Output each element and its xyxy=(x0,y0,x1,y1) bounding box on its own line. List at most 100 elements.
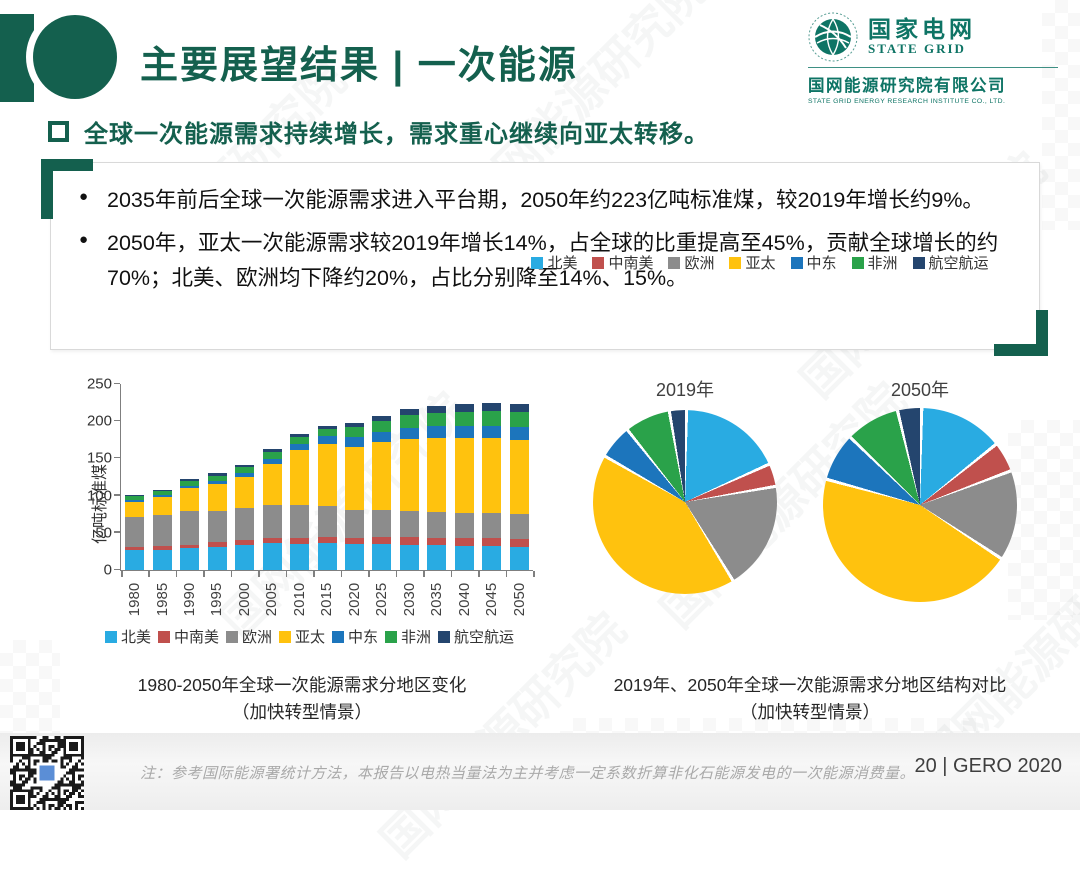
bar-segment xyxy=(207,511,227,543)
bar-segment xyxy=(262,463,282,506)
y-tick-mark xyxy=(114,494,120,496)
x-tick-mark xyxy=(313,571,315,577)
bar-segment xyxy=(344,427,364,437)
bar-segment xyxy=(482,538,502,547)
legend-item: 中南美 xyxy=(592,252,653,273)
bar-segment xyxy=(482,546,502,570)
bar-segment xyxy=(509,546,529,570)
bar-segment xyxy=(235,508,255,540)
pie-2019-title: 2019年 xyxy=(655,380,715,400)
legend-label: 中东 xyxy=(806,255,837,272)
x-tick-label: 2015 xyxy=(318,582,336,617)
pie-caption-line2: （加快转型情景） xyxy=(740,702,880,723)
x-tick-mark xyxy=(230,571,233,577)
bar-segment xyxy=(152,494,172,498)
bar-segment xyxy=(317,543,337,570)
bar-segment xyxy=(180,478,200,481)
bar-segment xyxy=(454,425,474,439)
bar-segment xyxy=(317,425,337,429)
bar-segment xyxy=(509,538,529,547)
bar-segment xyxy=(152,546,172,550)
bar-2000 xyxy=(235,465,255,570)
bar-segment xyxy=(399,544,419,570)
bar-chart-caption: 1980-2050年全球一次能源需求分地区变化 （加快转型情景） xyxy=(62,672,542,726)
bar-segment xyxy=(372,431,392,443)
bar-segment xyxy=(235,544,255,570)
y-tick-mark xyxy=(114,568,120,570)
legend-label: 中南美 xyxy=(608,255,654,272)
bar-segment xyxy=(372,442,392,510)
bar-segment xyxy=(235,539,255,545)
headline-text: 全球一次能源需求持续增长，需求重心继续向亚太转移。 xyxy=(84,121,709,148)
legend-label: 航空航运 xyxy=(928,255,989,272)
bar-segment xyxy=(427,511,447,539)
pie-2050-title: 2050年 xyxy=(890,380,950,400)
x-tick-label: 2005 xyxy=(263,582,281,617)
bar-segment xyxy=(427,545,447,570)
bar-segment xyxy=(427,438,447,512)
legend-label: 中南美 xyxy=(173,629,219,646)
legend-item: 非洲 xyxy=(851,252,898,273)
bar-2030 xyxy=(399,409,419,570)
bullet-item: 2035年前后全球一次能源需求进入平台期，2050年约223亿吨标准煤，较201… xyxy=(79,183,1021,218)
bar-segment xyxy=(290,436,310,445)
bar-segment xyxy=(427,538,447,546)
bar-segment xyxy=(317,436,337,444)
x-tick-mark xyxy=(121,571,123,577)
bar-segment xyxy=(125,517,145,547)
pie-chart-2019 xyxy=(593,410,777,594)
qr-code xyxy=(10,736,84,810)
header-decor-circle xyxy=(33,15,117,99)
legend-item: 非洲 xyxy=(385,626,431,647)
bar-segment xyxy=(207,480,227,484)
bar-segment xyxy=(290,538,310,544)
legend-item: 航空航运 xyxy=(912,252,989,273)
bar-segment xyxy=(262,459,282,464)
pie-chart-2050 xyxy=(823,408,1017,602)
bar-1990 xyxy=(180,478,200,570)
legend-label: 非洲 xyxy=(867,255,898,272)
bar-segment xyxy=(399,415,419,428)
bar-segment xyxy=(262,538,282,544)
bar-segment xyxy=(235,477,255,509)
bar-segment xyxy=(427,426,447,439)
legend-label: 中东 xyxy=(348,629,379,646)
bar-segment xyxy=(235,467,255,474)
bar-segment xyxy=(125,546,145,550)
x-tick-label: 2025 xyxy=(373,582,391,617)
bar-segment xyxy=(180,485,200,489)
bar-segment xyxy=(152,489,172,492)
bar-segment xyxy=(454,411,474,426)
bar-segment xyxy=(207,542,227,547)
bar-segment xyxy=(125,501,145,518)
x-tick-mark xyxy=(450,571,453,577)
bar-segment xyxy=(290,450,310,506)
legend-item: 中东 xyxy=(332,626,378,647)
bar-segment xyxy=(399,510,419,538)
bullet-item: 2050年，亚太一次能源需求较2019年增长14%，占全球的比重提高至45%，贡… xyxy=(79,226,1021,296)
bar-2005 xyxy=(262,448,282,570)
bar-segment xyxy=(454,404,474,412)
bar-plot-area: 0 50 100 150 200 250 1980 1985 1990 1995 2000 2005 2… xyxy=(87,376,535,616)
footer-band xyxy=(0,733,1080,810)
bar-segment xyxy=(372,420,392,432)
legend-label: 北美 xyxy=(547,255,578,272)
bar-2045 xyxy=(482,403,502,570)
legend-swatch xyxy=(851,256,864,269)
bar-segment xyxy=(125,494,145,497)
bar-segment xyxy=(125,500,145,502)
logo-org-en: STATE GRID xyxy=(868,41,966,57)
legend-item: 欧洲 xyxy=(225,626,272,647)
bar-segment xyxy=(152,514,172,547)
bullet-list: 2035年前后全球一次能源需求进入平台期，2050年约223亿吨标准煤，较201… xyxy=(79,183,1021,295)
bar-segment xyxy=(344,509,364,539)
legend-swatch xyxy=(157,630,170,643)
bar-segment xyxy=(372,543,392,570)
bar-segment xyxy=(454,538,474,547)
bar-segment xyxy=(399,439,419,511)
legend-item: 欧洲 xyxy=(668,252,714,273)
bar-2035 xyxy=(427,406,447,570)
legend-label: 亚太 xyxy=(294,629,325,646)
y-tick-label: 150 xyxy=(86,449,112,467)
legend-item: 北美 xyxy=(104,626,151,647)
